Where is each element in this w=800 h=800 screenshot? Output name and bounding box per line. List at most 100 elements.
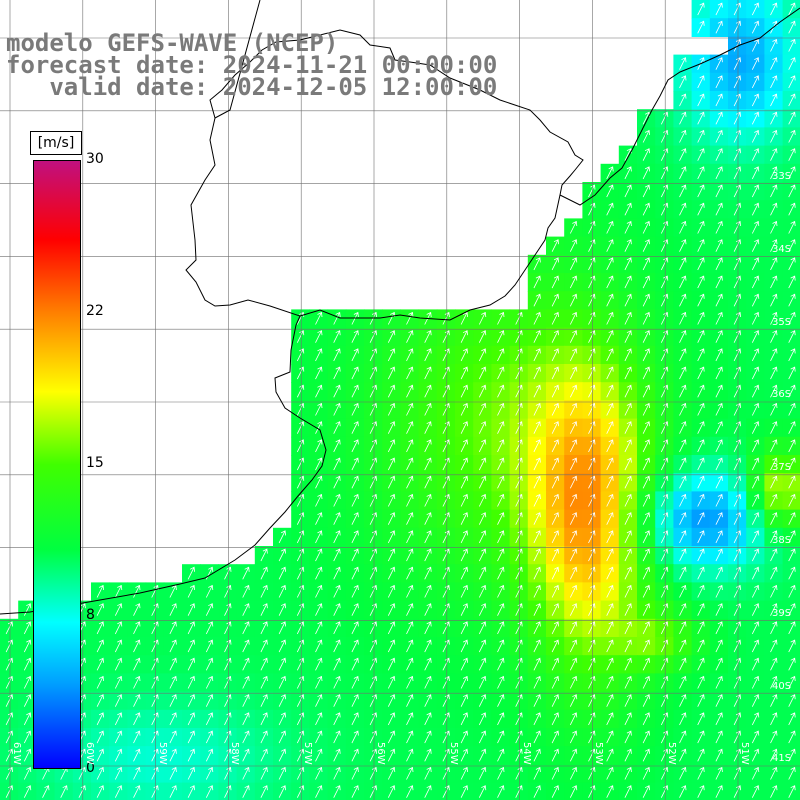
wind-arrow xyxy=(606,330,614,343)
wind-cell xyxy=(637,709,656,729)
wind-arrow xyxy=(260,748,268,762)
wind-cell xyxy=(291,582,310,602)
wind-cell xyxy=(345,509,365,529)
wind-cell xyxy=(200,600,219,620)
wind-arrow xyxy=(387,493,396,507)
wind-cell xyxy=(436,491,456,511)
wind-cell xyxy=(509,436,529,456)
wind-arrow xyxy=(315,694,323,707)
wind-arrow xyxy=(406,657,414,671)
wind-arrow xyxy=(788,38,796,52)
wind-arrow xyxy=(387,366,396,380)
wind-arrow xyxy=(151,639,159,653)
wind-cell xyxy=(473,509,492,529)
wind-arrow xyxy=(697,730,705,744)
wind-cell xyxy=(655,418,674,438)
wind-arrow xyxy=(660,675,669,689)
wind-arrow xyxy=(660,220,669,234)
legend-tick-30: 30 xyxy=(86,151,104,167)
wind-arrow xyxy=(369,603,377,616)
wind-cell xyxy=(327,746,347,765)
wind-arrow xyxy=(606,239,614,252)
wind-arrow xyxy=(733,621,741,635)
wind-arrow xyxy=(569,239,578,252)
wind-cell xyxy=(527,546,547,565)
wind-arrow xyxy=(733,748,741,762)
wind-cell xyxy=(746,72,765,92)
wind-cell xyxy=(746,473,765,492)
border-line xyxy=(214,0,261,119)
wind-cell xyxy=(382,345,401,365)
wind-cell xyxy=(455,327,474,347)
wind-arrow xyxy=(715,785,723,798)
wind-arrow xyxy=(715,384,723,398)
wind-cell xyxy=(764,218,784,238)
wind-arrow xyxy=(478,657,487,671)
wind-cell xyxy=(600,655,620,674)
wind-cell xyxy=(564,655,583,674)
wind-arrow xyxy=(260,694,268,707)
wind-arrow xyxy=(715,330,723,343)
wind-arrow xyxy=(242,712,250,726)
wind-cell xyxy=(618,455,638,474)
wind-arrow xyxy=(133,712,141,726)
wind-cell xyxy=(637,637,656,656)
wind-arrow xyxy=(406,584,414,598)
wind-cell xyxy=(582,436,602,456)
wind-arrow xyxy=(733,2,741,16)
wind-arrow xyxy=(224,748,232,762)
wind-cell xyxy=(418,400,438,420)
wind-arrow xyxy=(169,603,177,616)
wind-arrow xyxy=(424,512,432,525)
wind-cell xyxy=(600,200,620,219)
wind-cell xyxy=(564,418,583,438)
wind-arrow xyxy=(660,457,669,471)
wind-arrow xyxy=(606,621,614,635)
wind-cell xyxy=(764,455,784,474)
wind-cell xyxy=(382,364,401,383)
wind-cell xyxy=(618,345,638,365)
wind-arrow xyxy=(679,184,687,198)
wind-arrow xyxy=(751,766,760,780)
wind-cell xyxy=(546,455,565,474)
wind-arrow xyxy=(642,184,650,198)
wind-arrow xyxy=(624,639,632,653)
wind-cell xyxy=(764,491,784,511)
wind-cell xyxy=(273,746,292,765)
wind-arrow xyxy=(369,639,377,653)
wind-arrow xyxy=(715,20,723,34)
wind-arrow xyxy=(442,657,450,671)
wind-arrow xyxy=(151,657,159,671)
wind-cell xyxy=(582,473,602,492)
wind-cell xyxy=(728,291,747,310)
wind-arrow xyxy=(333,785,341,798)
wind-arrow xyxy=(351,548,359,562)
wind-arrow xyxy=(606,166,614,180)
wind-cell xyxy=(491,473,511,492)
wind-cell xyxy=(637,382,656,401)
wind-arrow xyxy=(387,402,396,416)
wind-arrow xyxy=(296,421,305,434)
wind-cell xyxy=(327,637,347,656)
wind-arrow xyxy=(23,730,32,744)
wind-arrow xyxy=(751,584,760,598)
wind-arrow xyxy=(515,439,523,453)
wind-cell xyxy=(764,91,784,110)
wind-cell xyxy=(728,455,747,474)
wind-arrow xyxy=(296,621,305,635)
wind-cell xyxy=(309,400,329,420)
wind-arrow xyxy=(715,584,723,598)
wind-cell xyxy=(182,673,201,693)
wind-arrow xyxy=(114,785,123,798)
wind-arrow xyxy=(642,530,650,544)
wind-arrow xyxy=(369,348,377,362)
wind-arrow xyxy=(679,220,687,234)
wind-arrow xyxy=(424,402,432,416)
wind-cell xyxy=(509,364,529,383)
wind-arrow xyxy=(424,785,432,798)
wind-cell xyxy=(600,400,620,420)
wind-arrow xyxy=(497,475,505,489)
wind-arrow xyxy=(642,785,650,798)
wind-cell xyxy=(691,200,711,219)
wind-arrow xyxy=(770,75,778,89)
